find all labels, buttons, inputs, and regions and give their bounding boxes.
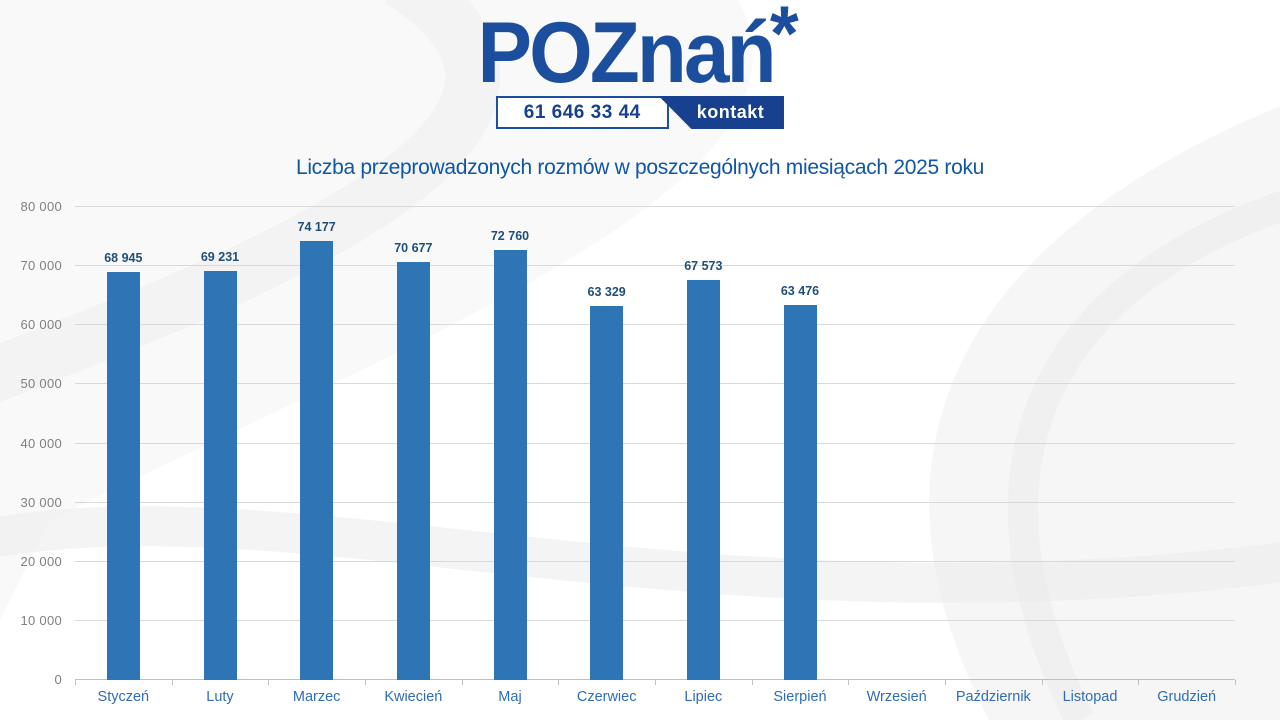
x-axis-line: [75, 679, 1235, 680]
x-axis-tick: [848, 680, 850, 685]
x-axis-tick: [751, 680, 753, 685]
x-axis-label: Kwiecień: [384, 689, 443, 705]
gridline: [75, 501, 1235, 503]
x-axis-label: Październik: [955, 689, 1031, 705]
gridline: [75, 206, 1235, 207]
gridline: [75, 619, 1235, 621]
y-axis-tick-label: 60 000: [20, 317, 62, 333]
x-axis-tick: [1235, 680, 1236, 685]
y-axis-tick-label: 0: [54, 672, 62, 687]
gridline: [75, 265, 1235, 267]
y-axis-tick-label: 70 000: [20, 258, 62, 274]
poznan-logo: POZnań*: [477, 0, 799, 101]
y-axis: 0 10 000 20 000 30 000 40 000 50 000 60 000 70 …: [0, 199, 62, 687]
bar-value-label: 70 677: [394, 241, 433, 256]
x-axis-label: Maj: [498, 689, 522, 705]
x-axis-tick: [75, 680, 76, 685]
bar-value-label: 72 760: [490, 228, 530, 243]
x-axis-tick: [655, 680, 656, 685]
plot-area: 68 945 Styczeń 69 231 Luty 74 177 Marzec 70 67…: [75, 206, 1236, 705]
bar: [493, 249, 527, 680]
gridline: [75, 442, 1235, 444]
bar: [590, 305, 624, 680]
x-axis-label: Grudzień: [1157, 689, 1217, 705]
gridline: [75, 383, 1235, 385]
x-axis-label: Listopad: [1062, 689, 1118, 705]
y-axis-tick-label: 80 000: [20, 199, 62, 214]
contact-bar: 61 646 33 44 kontakt: [469, 96, 811, 129]
x-axis-label: Sierpień: [773, 689, 827, 705]
x-axis-tick: [461, 680, 463, 685]
x-axis-label: Wrzesień: [866, 689, 927, 705]
header: POZnań* 61 646 33 44 kontakt: [469, 0, 811, 129]
x-axis-label: Lipiec: [684, 689, 723, 705]
bar-value-label: 68 945: [104, 251, 143, 266]
chart-title: Liczba przeprowadzonych rozmów w poszcze…: [295, 156, 985, 179]
x-axis-tick: [365, 680, 366, 685]
x-axis-tick: [268, 680, 270, 685]
x-axis-tick: [1041, 680, 1043, 685]
bar: [686, 280, 720, 680]
x-axis-label: Marzec: [292, 689, 341, 705]
bar-value-label: 74 177: [297, 220, 336, 235]
x-axis-label: Luty: [206, 689, 234, 705]
y-axis-tick-label: 20 000: [20, 553, 62, 569]
x-axis-label: Styczeń: [97, 689, 150, 705]
gridline: [75, 560, 1235, 562]
bar-value-label: 69 231: [200, 249, 240, 264]
x-axis-tick: [945, 680, 946, 685]
x-axis-label: Czerwiec: [576, 689, 637, 705]
y-axis-tick-label: 40 000: [20, 435, 62, 451]
bar: [396, 262, 430, 680]
y-axis-tick-label: 10 000: [20, 612, 62, 628]
bar: [106, 272, 140, 680]
x-axis-tick: [171, 680, 173, 685]
bar-value-label: 67 573: [684, 259, 723, 274]
x-axis-tick: [558, 680, 560, 685]
y-axis-tick-label: 50 000: [20, 376, 62, 392]
phone-number-badge: 61 646 33 44: [495, 96, 669, 129]
bar-value-label: 63 476: [780, 283, 820, 298]
kontakt-badge: kontakt: [658, 96, 785, 129]
poznan-logo-text: POZnań: [477, 5, 777, 101]
y-axis-tick-label: 30 000: [20, 494, 62, 510]
gridline: [75, 324, 1235, 326]
bar-value-label: 63 329: [587, 284, 626, 299]
bar: [783, 304, 817, 680]
x-axis-tick: [1138, 680, 1140, 685]
bar: [203, 270, 237, 680]
bar: [300, 241, 334, 680]
